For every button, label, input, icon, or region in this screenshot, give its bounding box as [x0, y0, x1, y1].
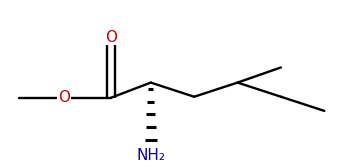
Text: O: O	[105, 30, 117, 45]
Text: NH₂: NH₂	[136, 148, 165, 163]
Text: O: O	[58, 90, 70, 105]
